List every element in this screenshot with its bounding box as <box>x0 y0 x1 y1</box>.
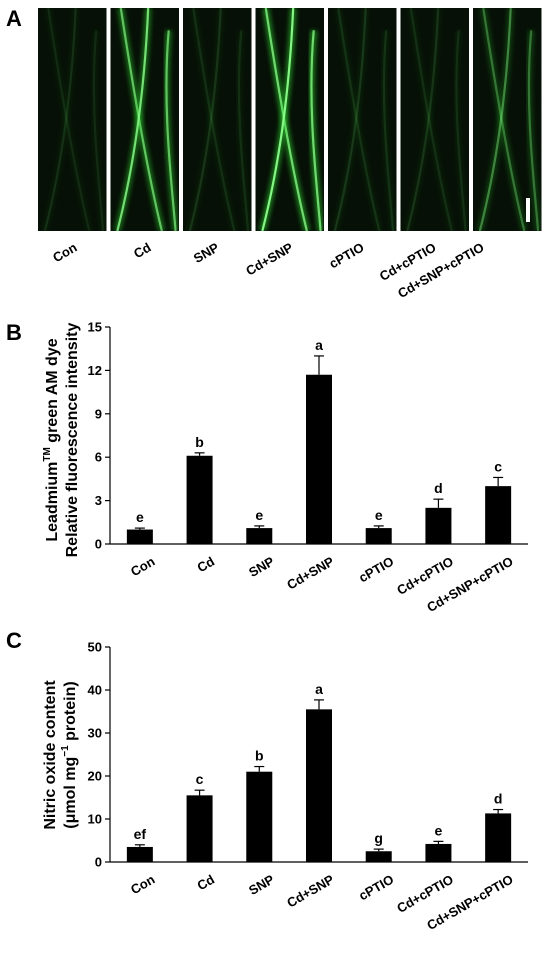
significance-letter: e <box>255 507 263 523</box>
micrograph-label: cPTIO <box>326 240 366 272</box>
bar <box>186 795 213 862</box>
y-tick-label: 6 <box>95 450 102 465</box>
panel-a-letter: A <box>6 6 22 31</box>
x-tick-label: SNP <box>246 553 277 580</box>
significance-letter: d <box>494 791 503 807</box>
y-tick-label: 15 <box>88 320 102 335</box>
bar <box>186 455 213 544</box>
panel-c-ylabel-line1: Nitric oxide content <box>42 680 59 830</box>
x-tick-label: Con <box>128 554 157 580</box>
bar <box>485 813 512 862</box>
root-fluorescence <box>476 8 542 231</box>
micrograph-tile <box>400 8 469 231</box>
chart-c: 01020304050efConcCdbSNPaCd+SNPgcPTIOeCd+… <box>88 640 528 933</box>
bar <box>365 528 392 544</box>
micrograph-label: Cd <box>131 240 154 262</box>
y-tick-label: 30 <box>88 726 102 741</box>
significance-letter: a <box>315 337 323 353</box>
x-tick-label: cPTIO <box>356 554 396 586</box>
micrograph-tile <box>255 8 324 231</box>
significance-letter: a <box>315 681 323 697</box>
micrograph-tile <box>328 8 397 231</box>
panel-a: A Con Cd SNP Cd+SNP cPTIO Cd+cPTIOCd+SNP+cPTI… <box>6 6 542 301</box>
x-tick-label: Con <box>128 872 157 898</box>
root-fluorescence <box>331 8 397 231</box>
micrograph-tile <box>473 8 542 231</box>
significance-letter: c <box>196 771 204 787</box>
micrograph-label: Cd+SNP <box>243 239 296 278</box>
panel-c: C Nitric oxide content (μmol mg−1 protei… <box>6 628 528 933</box>
bar <box>246 528 273 544</box>
panel-c-ylabel-line2: (μmol mg−1 protein) <box>60 681 79 828</box>
y-tick-label: 9 <box>95 406 102 421</box>
panel-b-letter: B <box>6 320 22 345</box>
bar <box>365 851 392 862</box>
root-fluorescence <box>403 8 469 231</box>
micrograph-tile <box>183 8 252 231</box>
panel-b-ylabel-line1: LeadmiumTM green AM dye <box>42 338 61 541</box>
root-fluorescence <box>41 8 107 231</box>
micrograph-label: Cd+SNP+cPTIO <box>395 240 486 301</box>
panel-b: B LeadmiumTM green AM dye Relative fluor… <box>6 320 528 615</box>
significance-letter: e <box>375 507 383 523</box>
bar <box>485 486 512 544</box>
y-tick-label: 20 <box>88 769 102 784</box>
micrograph-row <box>38 8 542 231</box>
root-fluorescence <box>113 8 179 231</box>
bar <box>425 843 452 862</box>
y-tick-label: 40 <box>88 683 102 698</box>
root-fluorescence <box>258 8 324 231</box>
significance-letter: ef <box>134 826 147 842</box>
significance-letter: e <box>435 822 443 838</box>
panel-c-letter: C <box>6 628 22 653</box>
y-tick-label: 0 <box>95 537 102 552</box>
y-tick-label: 50 <box>88 640 102 655</box>
significance-letter: c <box>494 458 502 474</box>
bar <box>306 709 332 862</box>
chart-b: 03691215eConbCdeSNPaCd+SNPecPTIOdCd+cPTI… <box>88 320 528 615</box>
x-tick-label: Cd <box>195 872 218 894</box>
significance-letter: b <box>195 434 204 450</box>
x-tick-label: cPTIO <box>356 872 396 904</box>
bar <box>246 771 273 862</box>
bar <box>126 846 153 862</box>
y-tick-label: 10 <box>88 812 102 827</box>
panel-b-ylabel-line2: Relative fluorescence intensity <box>64 323 81 558</box>
micrograph-label: SNP <box>191 239 222 266</box>
y-tick-label: 3 <box>95 493 102 508</box>
bar <box>425 507 452 544</box>
x-tick-label: Cd <box>195 554 218 576</box>
bar <box>306 374 332 544</box>
x-tick-label: Cd+SNP <box>284 871 337 910</box>
significance-letter: e <box>136 509 144 525</box>
micrograph-label: Con <box>50 240 79 266</box>
y-tick-label: 0 <box>95 855 102 870</box>
micrograph-tile <box>110 8 179 231</box>
significance-letter: d <box>434 480 443 496</box>
significance-letter: b <box>255 748 264 764</box>
scale-bar <box>526 198 530 222</box>
micrograph-tile <box>38 8 107 231</box>
root-fluorescence <box>186 8 252 231</box>
bar <box>126 529 153 544</box>
significance-letter: g <box>374 830 383 846</box>
x-tick-label: Cd+SNP <box>284 553 337 592</box>
y-tick-label: 12 <box>88 363 102 378</box>
x-tick-label: SNP <box>246 871 277 898</box>
